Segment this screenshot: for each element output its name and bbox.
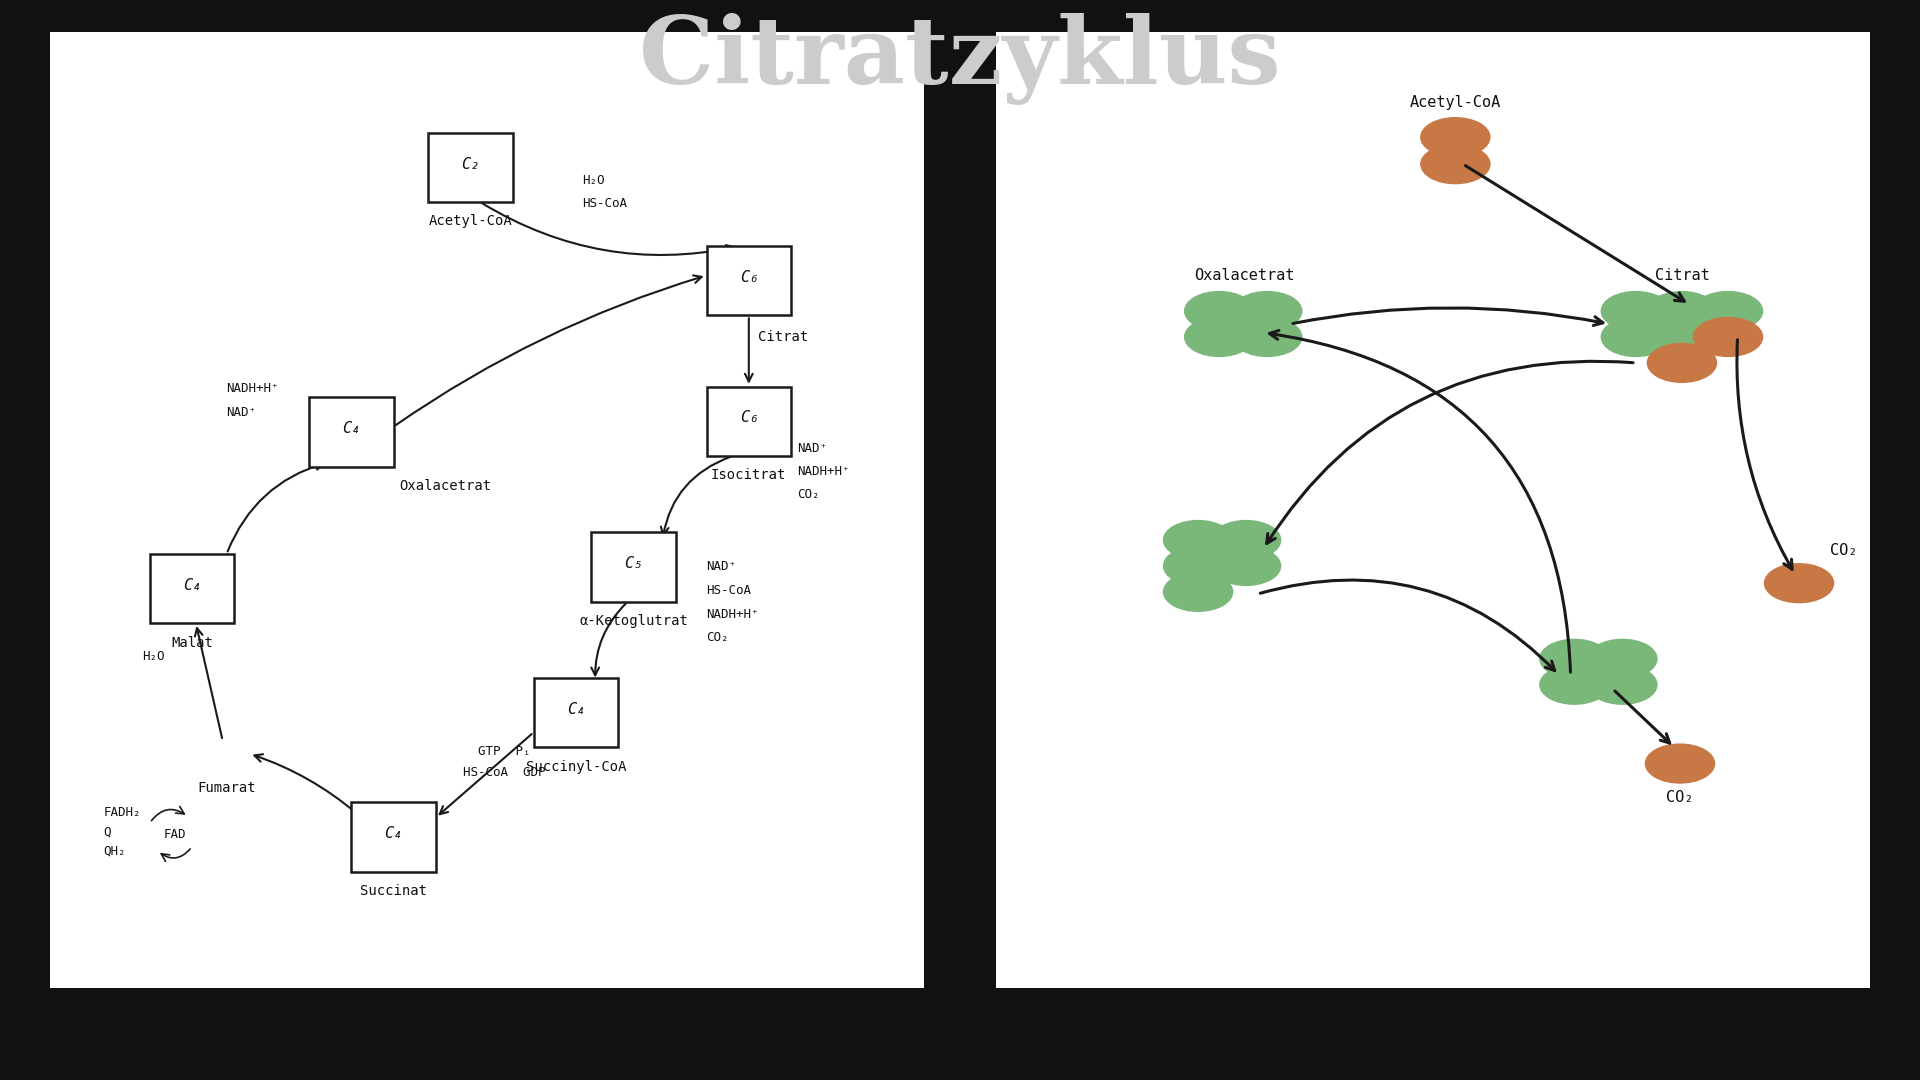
Text: C₂: C₂ xyxy=(461,157,480,172)
Circle shape xyxy=(1421,145,1490,184)
Circle shape xyxy=(1233,318,1302,356)
Circle shape xyxy=(1764,564,1834,603)
Text: NADH+H⁺: NADH+H⁺ xyxy=(797,465,849,478)
Text: Isocitrat: Isocitrat xyxy=(710,469,787,482)
Circle shape xyxy=(1185,318,1254,356)
Text: NADH+H⁺: NADH+H⁺ xyxy=(707,608,758,621)
Text: Malat: Malat xyxy=(171,636,213,649)
Text: H₂O: H₂O xyxy=(582,174,605,187)
Text: C₄: C₄ xyxy=(342,421,361,436)
FancyBboxPatch shape xyxy=(707,246,791,315)
FancyBboxPatch shape xyxy=(534,678,618,747)
Text: HS-CoA: HS-CoA xyxy=(582,197,626,210)
Text: NADH+H⁺: NADH+H⁺ xyxy=(227,382,278,395)
FancyBboxPatch shape xyxy=(591,532,676,602)
Text: Citrat: Citrat xyxy=(1655,268,1709,283)
Circle shape xyxy=(1421,118,1490,157)
Circle shape xyxy=(1647,318,1716,356)
Text: Acetyl-CoA: Acetyl-CoA xyxy=(1409,95,1501,110)
Text: CO₂: CO₂ xyxy=(707,631,730,644)
Text: Succinyl-CoA: Succinyl-CoA xyxy=(526,760,626,773)
Text: Acetyl-CoA: Acetyl-CoA xyxy=(428,215,513,228)
Circle shape xyxy=(1540,665,1609,704)
Circle shape xyxy=(1185,292,1254,330)
Text: Fumarat: Fumarat xyxy=(198,782,255,795)
FancyBboxPatch shape xyxy=(996,32,1870,988)
Circle shape xyxy=(1164,521,1233,559)
Text: NAD⁺: NAD⁺ xyxy=(707,561,737,573)
Text: Oxalacetrat: Oxalacetrat xyxy=(399,480,492,492)
Circle shape xyxy=(1693,292,1763,330)
Circle shape xyxy=(1693,318,1763,356)
Circle shape xyxy=(1601,292,1670,330)
FancyBboxPatch shape xyxy=(351,802,436,872)
Circle shape xyxy=(1588,665,1657,704)
Text: Q: Q xyxy=(104,825,111,838)
FancyBboxPatch shape xyxy=(309,397,394,467)
Circle shape xyxy=(1233,292,1302,330)
FancyBboxPatch shape xyxy=(150,554,234,623)
Text: H₂O: H₂O xyxy=(142,649,165,663)
Text: FADH₂: FADH₂ xyxy=(104,806,142,819)
Text: QH₂: QH₂ xyxy=(104,845,127,858)
Text: Citratzyklus: Citratzyklus xyxy=(639,13,1281,106)
Text: HS-CoA  GDP: HS-CoA GDP xyxy=(463,766,545,780)
Circle shape xyxy=(1645,744,1715,783)
FancyBboxPatch shape xyxy=(50,32,924,988)
Circle shape xyxy=(1164,572,1233,611)
Text: Succinat: Succinat xyxy=(361,885,426,897)
Text: C₆: C₆ xyxy=(739,410,758,426)
Text: CO₂: CO₂ xyxy=(797,488,820,501)
Circle shape xyxy=(1212,546,1281,585)
Text: C₄: C₄ xyxy=(182,578,202,593)
Text: GTP  Pᵢ: GTP Pᵢ xyxy=(478,744,530,758)
Text: Citrat: Citrat xyxy=(758,330,808,343)
Text: HS-CoA: HS-CoA xyxy=(707,584,751,597)
Text: FAD: FAD xyxy=(163,828,186,841)
Circle shape xyxy=(1588,639,1657,678)
Circle shape xyxy=(1647,343,1716,382)
Text: NAD⁺: NAD⁺ xyxy=(227,406,257,419)
Circle shape xyxy=(1647,292,1716,330)
Text: Oxalacetrat: Oxalacetrat xyxy=(1194,268,1294,283)
FancyBboxPatch shape xyxy=(707,387,791,456)
Circle shape xyxy=(1540,639,1609,678)
Circle shape xyxy=(1164,546,1233,585)
Text: CO₂: CO₂ xyxy=(1830,543,1857,558)
Text: C₄: C₄ xyxy=(566,702,586,717)
Circle shape xyxy=(1601,318,1670,356)
Text: C₄: C₄ xyxy=(384,826,403,841)
Circle shape xyxy=(1212,521,1281,559)
Text: C₅: C₅ xyxy=(624,556,643,571)
FancyBboxPatch shape xyxy=(428,133,513,202)
Text: CO₂: CO₂ xyxy=(1667,789,1693,805)
Text: α-Ketoglutrat: α-Ketoglutrat xyxy=(580,615,687,627)
Text: C₆: C₆ xyxy=(739,270,758,285)
Text: NAD⁺: NAD⁺ xyxy=(797,442,828,455)
